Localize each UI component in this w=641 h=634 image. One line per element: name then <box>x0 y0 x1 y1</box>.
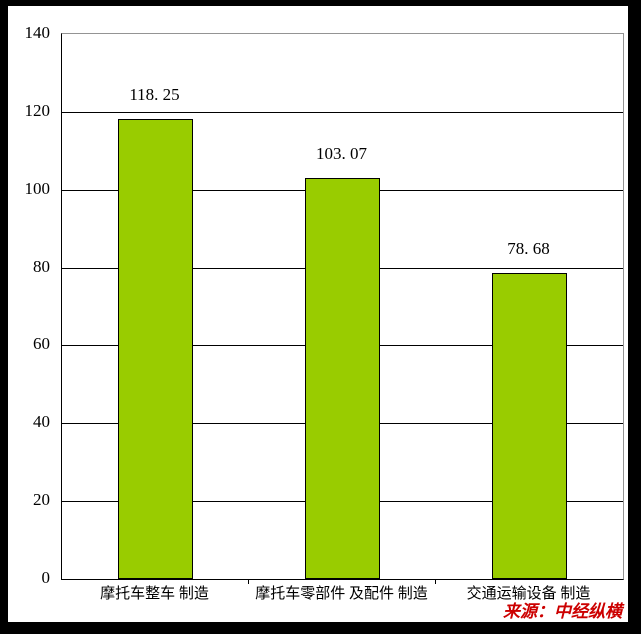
bar-value-label-1: 118. 25 <box>129 84 180 104</box>
y-tick-label-100: 100 <box>24 178 51 198</box>
y-tick-label-60: 60 <box>33 334 50 354</box>
bar-value-label-2: 103. 07 <box>316 143 367 163</box>
y-tick-label-80: 80 <box>33 256 50 276</box>
source-credit: 来源：中经纵横 <box>503 602 622 621</box>
category-label-2: 摩托车零部件 及配件 制造 <box>255 586 428 602</box>
category-label-1: 摩托车整车 制造 <box>100 586 209 602</box>
gridline-120 <box>62 111 623 113</box>
y-tick-label-120: 120 <box>24 100 51 120</box>
y-tick-label-20: 20 <box>33 490 50 510</box>
x-axis-tick-2 <box>435 579 436 584</box>
bar-value-label-3: 78. 68 <box>507 238 550 258</box>
bar-2 <box>305 177 380 579</box>
category-label-3: 交通运输设备 制造 <box>466 586 591 602</box>
x-axis-tick-1 <box>248 579 249 584</box>
y-tick-label-0: 0 <box>41 568 51 587</box>
y-tick-label-140: 140 <box>24 23 51 42</box>
bar-1 <box>118 118 193 579</box>
y-tick-label-40: 40 <box>33 412 50 432</box>
bar-3 <box>492 272 567 579</box>
plot-area <box>61 33 624 580</box>
chart-canvas: 0 20 40 60 80 100 120 140 118. 25 103. 07 78. 68 … <box>8 6 628 622</box>
